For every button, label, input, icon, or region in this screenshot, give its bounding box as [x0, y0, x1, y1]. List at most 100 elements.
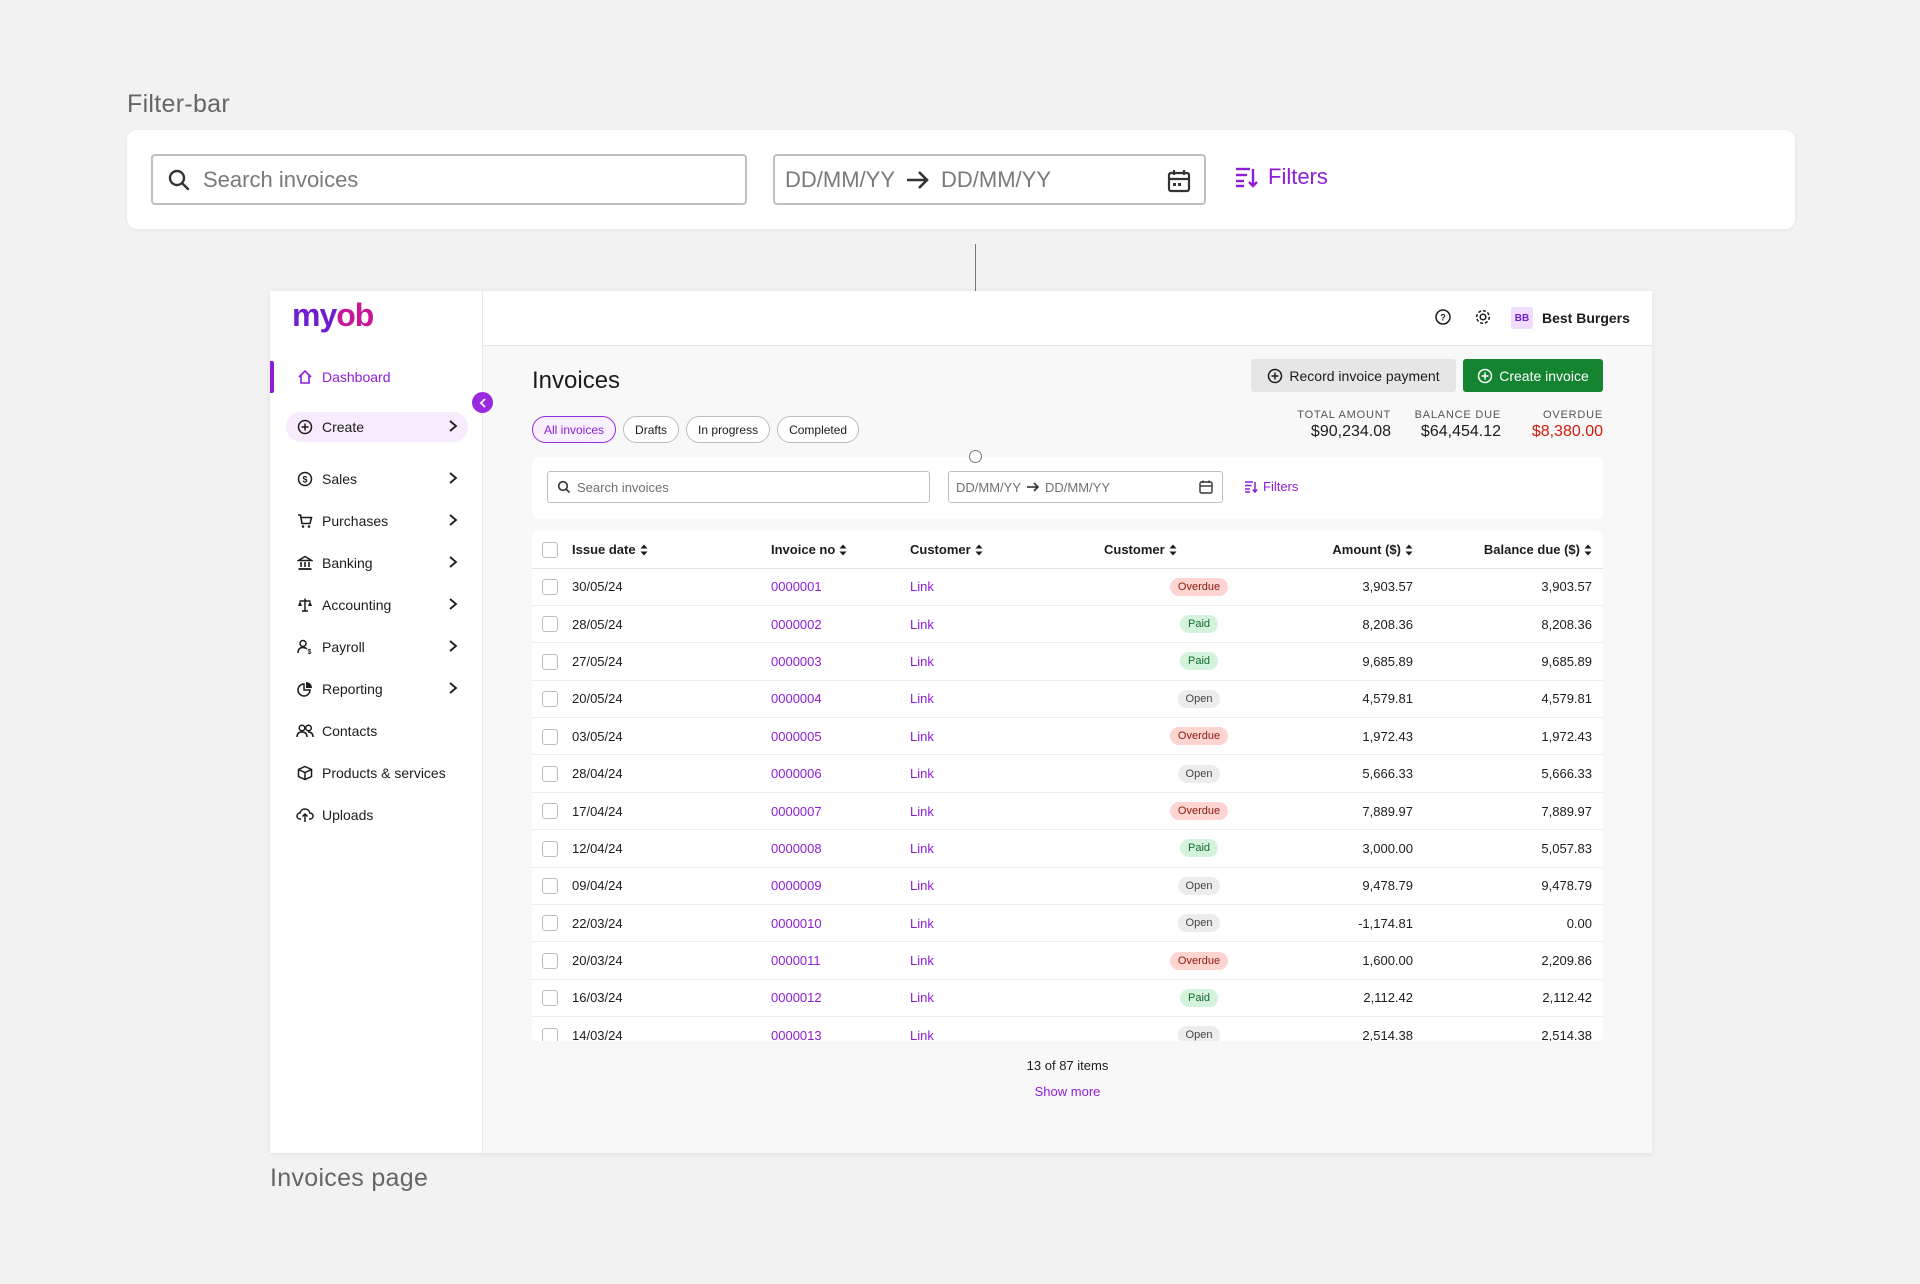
tab-completed[interactable]: Completed	[777, 416, 860, 443]
customer-link[interactable]: Link	[910, 766, 934, 782]
show-more-label[interactable]: Show more	[1034, 1084, 1101, 1099]
invoice-number-link[interactable]: 0000002	[771, 616, 822, 632]
record-invoice-payment-button[interactable]: Record invoice payment	[1251, 359, 1456, 392]
customer-link[interactable]: Link	[910, 878, 934, 894]
invoice-number-link[interactable]: 0000013	[771, 1027, 822, 1041]
customer-link[interactable]: Link	[910, 840, 934, 856]
row-checkbox[interactable]	[542, 616, 558, 633]
invoice-number-link[interactable]: 0000008	[771, 840, 822, 856]
gear-icon[interactable]	[1474, 308, 1492, 326]
select-all-cell	[532, 531, 572, 569]
column-header-customer[interactable]: Customer	[908, 531, 1104, 569]
sidebar-item-payroll[interactable]: $ Payroll	[286, 632, 468, 662]
column-header-status[interactable]: Customer	[1104, 531, 1294, 569]
search-input[interactable]: Search invoices	[547, 471, 930, 503]
filters-button[interactable]: Filters	[1234, 164, 1328, 190]
row-checkbox[interactable]	[542, 653, 558, 670]
table-row[interactable]: 12/04/24 0000008 Link Paid 3,000.00 5,057.83	[532, 829, 1603, 868]
invoice-number-link[interactable]: 0000003	[771, 653, 822, 669]
tab-all-invoices[interactable]: All invoices	[532, 416, 617, 443]
invoice-number-link[interactable]: 0000006	[771, 766, 822, 782]
sidebar-item-banking[interactable]: Banking	[286, 548, 468, 578]
row-checkbox[interactable]	[542, 578, 558, 595]
table-row[interactable]: 22/03/24 0000010 Link Open -1,174.81 0.00	[532, 904, 1603, 943]
sidebar-item-create[interactable]: Create	[286, 412, 468, 442]
collapse-sidebar-button[interactable]	[472, 392, 493, 413]
customer-link[interactable]: Link	[910, 616, 934, 632]
column-header-invoice-no[interactable]: Invoice no	[767, 531, 908, 569]
show-more-link[interactable]: Show more	[532, 1084, 1603, 1099]
table-row[interactable]: 17/04/24 0000007 Link Overdue 7,889.97 7,889.…	[532, 792, 1603, 831]
invoice-number-link[interactable]: 0000005	[771, 728, 822, 744]
sidebar-item-contacts[interactable]: Contacts	[286, 716, 468, 746]
invoice-number-link[interactable]: 0000012	[771, 990, 822, 1006]
filter-bar-section-label: Filter-bar	[127, 90, 231, 118]
invoice-number-link[interactable]: 0000007	[771, 803, 822, 819]
customer-link[interactable]: Link	[910, 579, 934, 595]
sidebar-item-purchases[interactable]: Purchases	[286, 506, 468, 536]
calendar-icon[interactable]	[1166, 168, 1192, 194]
row-checkbox[interactable]	[542, 840, 558, 857]
filters-button[interactable]: Filters	[1244, 479, 1298, 494]
status-badge: Paid	[1179, 652, 1219, 671]
row-checkbox[interactable]	[542, 878, 558, 895]
customer-cell: Link	[908, 568, 1104, 606]
table-row[interactable]: 28/05/24 0000002 Link Paid 8,208.36 8,208.36	[532, 605, 1603, 644]
sidebar-item-dashboard[interactable]: Dashboard	[286, 362, 468, 392]
sidebar-item-products-services[interactable]: Products & services	[286, 758, 468, 788]
column-header-amount[interactable]: Amount ($)	[1294, 531, 1423, 569]
row-checkbox[interactable]	[542, 728, 558, 745]
tab-in-progress[interactable]: In progress	[686, 416, 771, 443]
create-invoice-button[interactable]: Create invoice	[1463, 359, 1603, 392]
table-row[interactable]: 16/03/24 0000012 Link Paid 2,112.42 2,112.42	[532, 979, 1603, 1018]
sidebar-item-sales[interactable]: $ Sales	[286, 464, 468, 494]
customer-link[interactable]: Link	[910, 803, 934, 819]
tab-drafts[interactable]: Drafts	[623, 416, 680, 443]
customer-link[interactable]: Link	[910, 653, 934, 669]
row-checkbox[interactable]	[542, 990, 558, 1007]
row-checkbox[interactable]	[542, 915, 558, 932]
table-row[interactable]: 09/04/24 0000009 Link Open 9,478.79 9,478.79	[532, 867, 1603, 906]
column-header-balance-due[interactable]: Balance due ($)	[1464, 531, 1603, 569]
row-checkbox[interactable]	[542, 691, 558, 708]
sidebar-item-accounting[interactable]: Accounting	[286, 590, 468, 620]
select-all-checkbox[interactable]	[542, 541, 558, 558]
table-row[interactable]: 27/05/24 0000003 Link Paid 9,685.89 9,685.89	[532, 642, 1603, 681]
table-row[interactable]: 20/05/24 0000004 Link Open 4,579.81 4,579.81	[532, 680, 1603, 719]
customer-link[interactable]: Link	[910, 953, 934, 969]
sidebar-item-uploads[interactable]: Uploads	[286, 800, 468, 830]
table-row[interactable]: 28/04/24 0000006 Link Open 5,666.33 5,666.33	[532, 754, 1603, 793]
sidebar-item-reporting[interactable]: Reporting	[286, 674, 468, 704]
calendar-icon[interactable]	[1198, 479, 1214, 495]
table-row[interactable]: 20/03/24 0000011 Link Overdue 1,600.00 2,209.…	[532, 941, 1603, 980]
customer-link[interactable]: Link	[910, 1027, 934, 1041]
invoice-number-link[interactable]: 0000011	[771, 953, 821, 969]
customer-link[interactable]: Link	[910, 691, 934, 707]
row-checkbox[interactable]	[542, 952, 558, 969]
customer-link[interactable]: Link	[910, 990, 934, 1006]
search-input[interactable]: Search invoices	[151, 154, 747, 205]
table-row[interactable]: 30/05/24 0000001 Link Overdue 3,903.57 3,903.…	[532, 568, 1603, 606]
date-range-input[interactable]: DD/MM/YY DD/MM/YY	[948, 471, 1223, 503]
customer-link[interactable]: Link	[910, 915, 934, 931]
row-checkbox[interactable]	[542, 1027, 558, 1041]
date-range-input[interactable]: DD/MM/YY DD/MM/YY	[773, 154, 1206, 205]
column-header-issue-date[interactable]: Issue date	[572, 531, 767, 569]
business-name[interactable]: Best Burgers	[1542, 310, 1630, 326]
myob-logo[interactable]: myob	[292, 297, 374, 334]
help-icon[interactable]: ?	[1434, 308, 1452, 326]
customer-link[interactable]: Link	[910, 728, 934, 744]
page-title: Invoices	[532, 367, 621, 394]
row-checkbox[interactable]	[542, 765, 558, 782]
invoice-number-link[interactable]: 0000009	[771, 878, 822, 894]
avatar[interactable]: BB	[1511, 307, 1533, 329]
balance-due-cell: 3,903.57	[1464, 568, 1603, 606]
table-row[interactable]: 03/05/24 0000005 Link Overdue 1,972.43 1,972.…	[532, 717, 1603, 756]
invoice-number-link[interactable]: 0000001	[771, 579, 822, 595]
row-checkbox[interactable]	[542, 803, 558, 820]
pagination-count: 13 of 87 items	[1026, 1058, 1109, 1073]
invoice-number-link[interactable]: 0000004	[771, 691, 822, 707]
customer-cell: Link	[908, 754, 1104, 793]
table-row[interactable]: 14/03/24 0000013 Link Open 2,514.38 2,514.38	[532, 1016, 1603, 1041]
invoice-number-link[interactable]: 0000010	[771, 915, 822, 931]
